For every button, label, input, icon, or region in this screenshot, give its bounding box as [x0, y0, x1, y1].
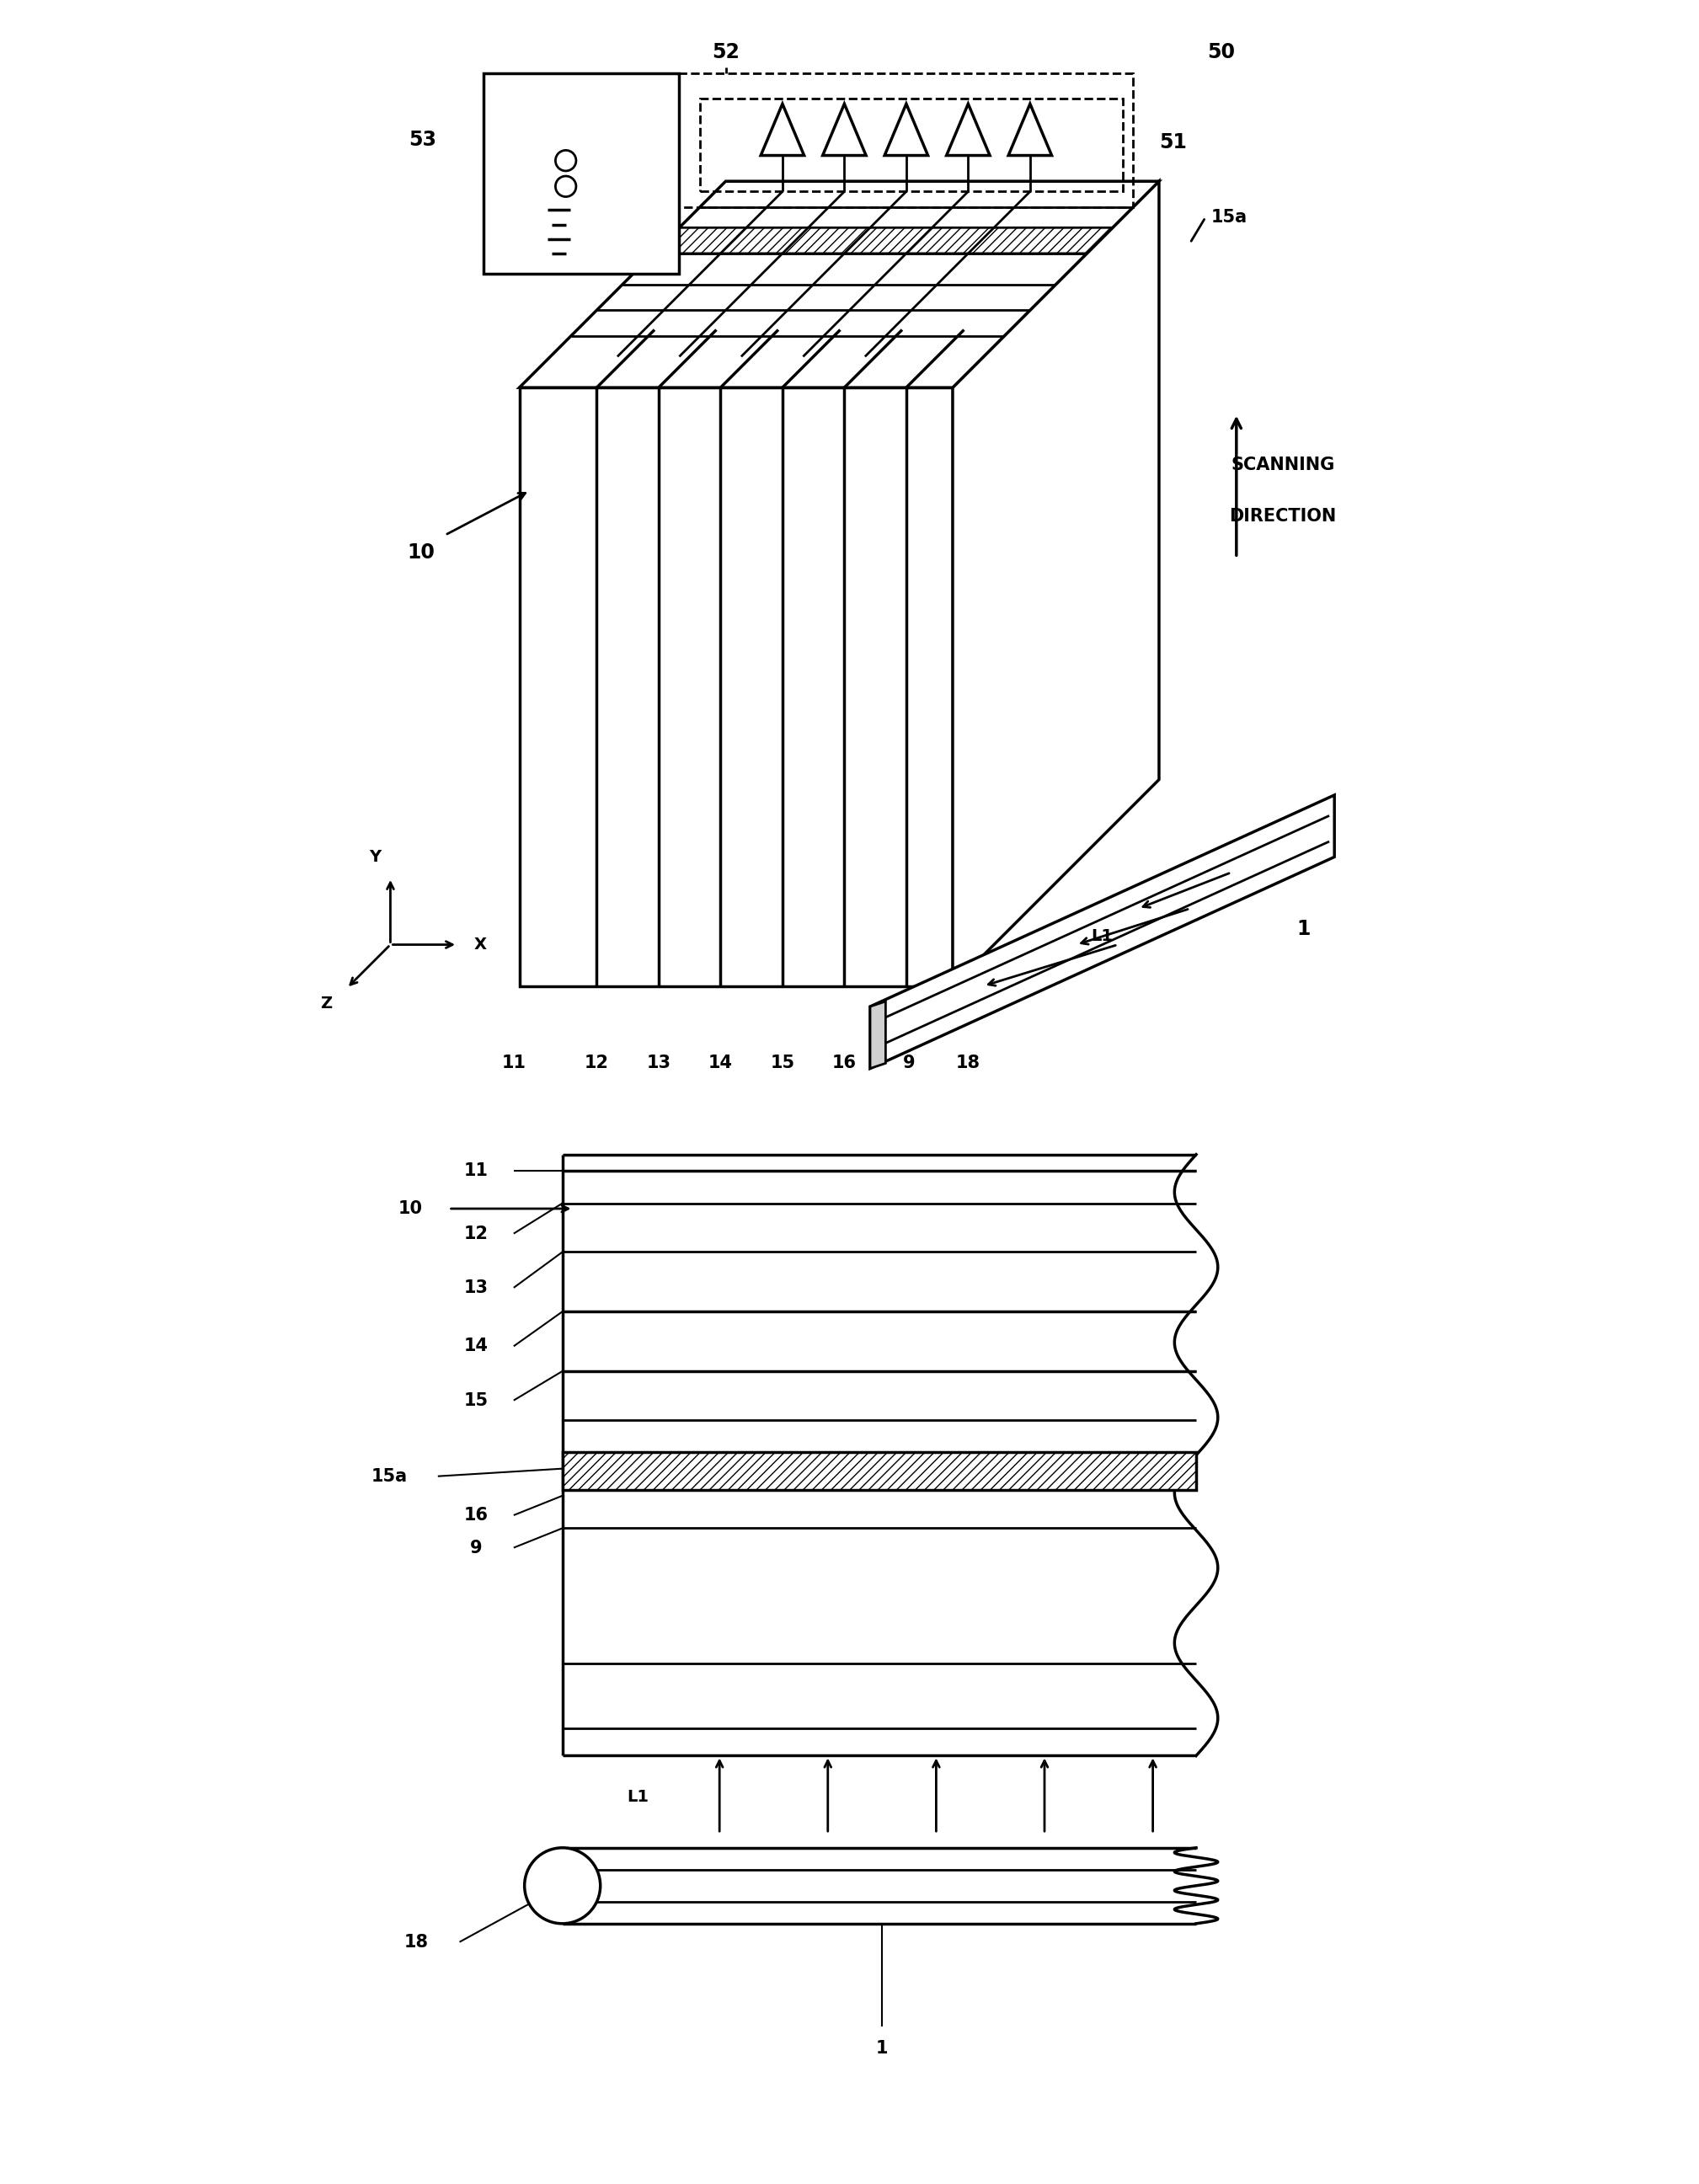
Text: 13: 13 [646, 1055, 671, 1072]
Polygon shape [520, 387, 953, 985]
Text: SCANNING: SCANNING [1230, 456, 1335, 474]
Text: 14: 14 [464, 1339, 488, 1354]
Text: 1: 1 [877, 2040, 889, 2057]
Text: 18: 18 [404, 1933, 428, 1950]
Text: Z: Z [319, 996, 331, 1011]
Text: 12: 12 [584, 1055, 608, 1072]
Circle shape [525, 1848, 600, 1924]
Text: X: X [474, 937, 486, 952]
Text: 15: 15 [770, 1055, 795, 1072]
Text: 15: 15 [464, 1391, 488, 1409]
Text: 1: 1 [1296, 919, 1310, 939]
Polygon shape [870, 1002, 885, 1068]
Polygon shape [761, 105, 804, 155]
Polygon shape [520, 181, 1159, 387]
Text: 11: 11 [501, 1055, 527, 1072]
Polygon shape [946, 105, 991, 155]
Text: 15a: 15a [1211, 210, 1247, 225]
Text: -: - [527, 236, 533, 251]
Text: 53: 53 [409, 129, 437, 151]
Text: Y: Y [369, 850, 381, 865]
Polygon shape [822, 105, 866, 155]
Polygon shape [562, 1452, 1196, 1489]
Text: 9: 9 [469, 1540, 483, 1557]
Text: 9: 9 [904, 1055, 916, 1072]
Text: +: + [523, 199, 535, 214]
Text: 50: 50 [1206, 41, 1235, 63]
Text: 10: 10 [399, 1201, 423, 1216]
Text: 16: 16 [464, 1507, 488, 1524]
Polygon shape [1009, 105, 1052, 155]
Text: 12: 12 [464, 1225, 488, 1243]
Text: 51: 51 [1159, 131, 1186, 153]
Polygon shape [870, 795, 1334, 1068]
Text: 13: 13 [464, 1280, 488, 1295]
Text: 16: 16 [833, 1055, 856, 1072]
Polygon shape [953, 181, 1159, 985]
Text: 14: 14 [708, 1055, 732, 1072]
Text: 15a: 15a [370, 1468, 408, 1485]
Text: 18: 18 [957, 1055, 980, 1072]
Text: 11: 11 [464, 1162, 488, 1179]
Text: L1: L1 [627, 1789, 649, 1804]
Polygon shape [483, 72, 680, 273]
Text: DIRECTION: DIRECTION [1230, 509, 1337, 524]
Text: 52: 52 [712, 41, 739, 63]
Polygon shape [885, 105, 928, 155]
Text: 10: 10 [408, 542, 435, 563]
Polygon shape [654, 227, 1113, 253]
Text: L1: L1 [1091, 928, 1113, 943]
